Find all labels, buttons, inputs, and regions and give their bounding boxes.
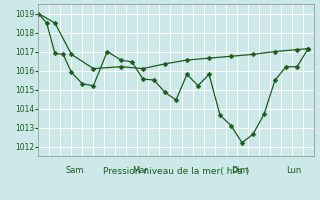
Text: Dim: Dim [231,166,248,175]
X-axis label: Pression niveau de la mer( hPa ): Pression niveau de la mer( hPa ) [103,167,249,176]
Text: Mar: Mar [132,166,148,175]
Text: Lun: Lun [286,166,301,175]
Text: Sam: Sam [66,166,84,175]
